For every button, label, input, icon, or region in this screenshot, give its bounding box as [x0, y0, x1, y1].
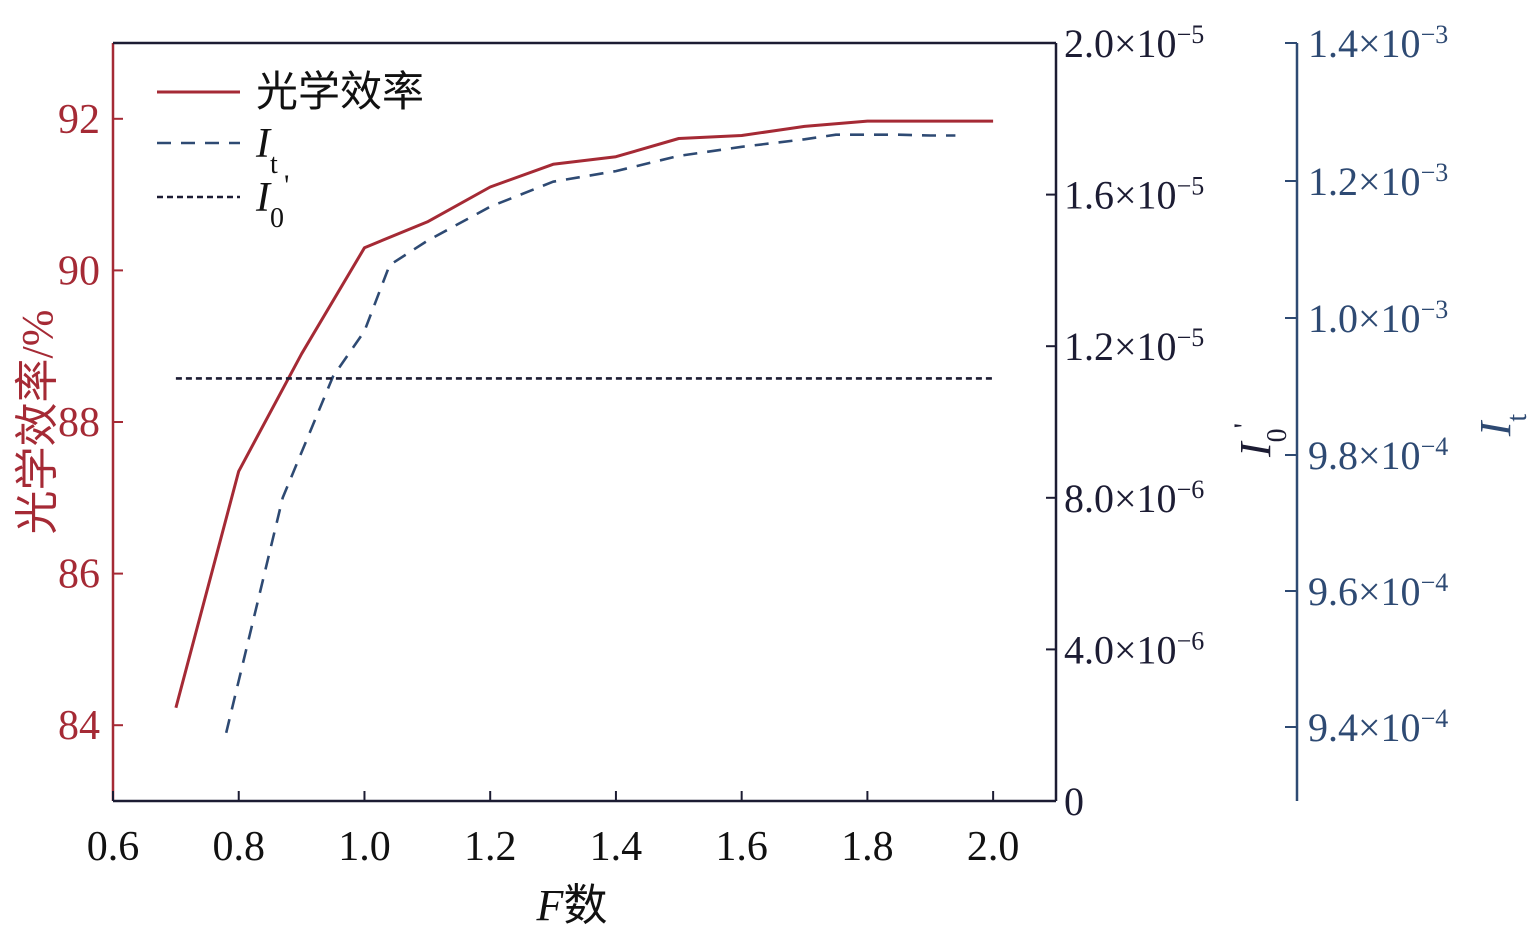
y3-tick-label: 1.0×10−3 [1308, 295, 1448, 342]
series-line-0 [174, 119, 994, 709]
y2-tick-label: 4.0×10−6 [1064, 626, 1204, 673]
axes-group: 0.6 0.8 1.0 1.2 1.4 1.6 1.8 2.0 84 86 88 90 92 0 4.0×1… [13, 20, 1533, 931]
y-tick-left-label: 86 [58, 552, 100, 598]
y3-tick-label: 9.4×10−4 [1308, 704, 1448, 751]
y2-tick-label: 1.2×10−5 [1064, 323, 1204, 370]
y2-tick-label: 8.0×10−6 [1064, 474, 1204, 521]
y3-tick-label: 9.6×10−4 [1308, 568, 1448, 615]
y2-tick-label: 0 [1064, 779, 1084, 824]
y-tick-left-label: 84 [58, 703, 100, 749]
x-tick-label: 1.0 [338, 824, 391, 870]
y-tick-left-label: 88 [58, 400, 100, 446]
plot-area [174, 119, 994, 734]
y-axis-left-label: 光学效率/% [13, 310, 62, 535]
x-tick-label: 0.6 [87, 824, 140, 870]
x-tick-label: 1.2 [464, 824, 517, 870]
y-tick-left-label: 92 [58, 97, 100, 143]
y3-tick-label: 9.8×10−4 [1308, 432, 1448, 479]
x-tick-label: 2.0 [967, 824, 1020, 870]
y-tick-left-label: 90 [58, 248, 100, 294]
y3-tick-label: 1.4×10−3 [1308, 20, 1448, 67]
y2-tick-label: 2.0×10−5 [1064, 20, 1204, 67]
x-tick-label: 1.8 [841, 824, 894, 870]
series-line-1 [224, 133, 956, 734]
y2-tick-label: 1.6×10−5 [1064, 171, 1204, 218]
legend-label-0: 光学效率 [256, 69, 424, 116]
x-axis-label: F数 [536, 881, 608, 930]
legend-label-1: It [255, 121, 278, 180]
x-tick-label: 1.6 [715, 824, 768, 870]
x-tick-label: 0.8 [212, 824, 265, 870]
y-axis-right-label: I0' [1228, 423, 1293, 458]
x-tick-label: 1.4 [590, 824, 643, 870]
y3-tick-label: 1.2×10−3 [1308, 158, 1448, 205]
y-axis-third-label: It [1471, 414, 1533, 438]
legend-label-2: I0' [255, 169, 289, 234]
